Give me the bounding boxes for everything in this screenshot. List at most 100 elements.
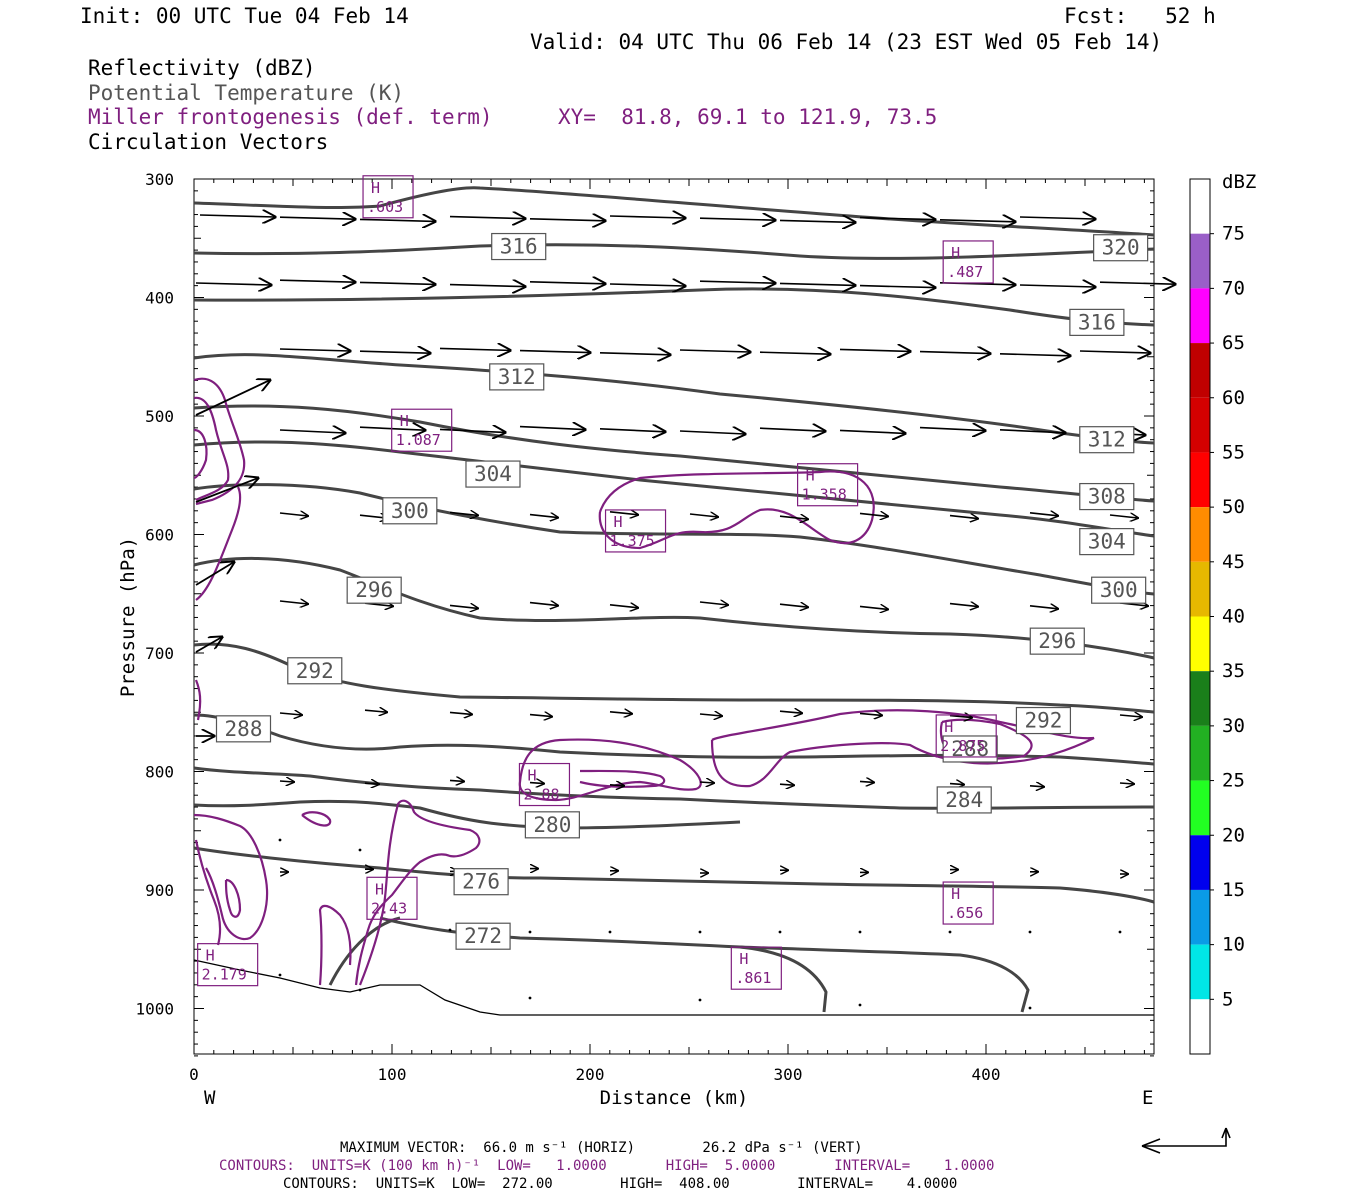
vector-arrow: [279, 513, 308, 516]
vector-arrow: [699, 602, 728, 605]
svg-text:292: 292: [1024, 709, 1062, 733]
vector-arrow: [679, 431, 745, 434]
colorbar-segment: [1190, 780, 1210, 836]
svg-text:312: 312: [1088, 428, 1126, 452]
svg-text:300: 300: [1100, 578, 1138, 602]
init-time: Init: 00 UTC Tue 04 Feb 14: [80, 4, 409, 28]
vector-arrow: [689, 514, 718, 517]
vector-arrow: [1029, 513, 1058, 516]
frontogenesis-max-label: H2.179: [197, 943, 259, 987]
footer-max-vector: MAXIMUM VECTOR: 66.0 m s⁻¹ (HORIZ) 26.2 …: [340, 1140, 863, 1156]
vector-arrow: [1119, 783, 1134, 784]
frontogenesis-max-label: H.656: [942, 881, 994, 925]
axis-ticks: [193, 178, 1154, 1057]
vector-arrow: [279, 781, 294, 782]
y-axis-label: Pressure (hPa): [117, 537, 139, 697]
theta-label: 276: [453, 868, 509, 896]
vector-arrow: [779, 516, 808, 519]
vector-arrow: [1109, 515, 1138, 518]
vector-arrow: [779, 711, 802, 713]
colorbar-segment: [1190, 452, 1210, 508]
legend-reflectivity: Reflectivity (dBZ): [88, 56, 316, 80]
vector-dot: [278, 838, 282, 842]
vector-arrow: [195, 478, 258, 503]
theta-label: 312: [489, 363, 545, 391]
svg-text:320: 320: [1102, 236, 1140, 260]
colorbar-label: 65: [1222, 332, 1245, 354]
svg-text:H: H: [951, 885, 960, 903]
frontogenesis-max-label: H2.88: [518, 762, 571, 807]
colorbar-label: 55: [1222, 441, 1245, 463]
vector-arrow: [1119, 715, 1142, 717]
vector-arrow: [364, 783, 379, 784]
svg-text:H: H: [806, 467, 815, 485]
colorbar-label: 45: [1222, 551, 1245, 573]
y-tick-label: 300: [145, 170, 174, 189]
theta-label: 292: [1015, 706, 1072, 735]
colorbar-segment: [1190, 288, 1210, 344]
vector-arrow: [1099, 282, 1175, 284]
svg-text:2.875: 2.875: [940, 737, 985, 755]
colorbar-label: 25: [1222, 770, 1245, 792]
svg-text:H: H: [375, 880, 384, 898]
colorbar-segment: [1190, 671, 1210, 726]
x-tick-label: 0: [189, 1065, 199, 1084]
vector-arrow: [359, 282, 435, 284]
frontogenesis-max-label: H2.875: [935, 714, 997, 758]
vector-arrow: [199, 215, 275, 217]
vector-arrow: [449, 217, 525, 219]
vector-arrow: [609, 216, 685, 218]
svg-text:H: H: [739, 950, 748, 968]
dbz-colorbar: [1189, 178, 1211, 1055]
vector-arrow: [699, 218, 775, 220]
vector-arrow: [939, 220, 1015, 222]
svg-text:H: H: [400, 412, 409, 430]
vector-dot: [698, 930, 702, 934]
svg-text:300: 300: [391, 499, 429, 523]
svg-text:312: 312: [498, 365, 536, 389]
vector-dot: [1028, 1006, 1032, 1010]
vector-arrow: [679, 350, 750, 352]
colorbar-segment: [1190, 507, 1210, 562]
y-tick-label: 1000: [135, 1000, 174, 1019]
vector-arrow: [919, 352, 990, 354]
svg-text:272: 272: [464, 924, 502, 948]
vector-arrow: [609, 284, 685, 286]
vector-arrow: [439, 429, 505, 432]
colorbar-segment: [1190, 561, 1210, 617]
theta-label: 280: [524, 811, 580, 839]
theta-label: 316: [1069, 308, 1125, 336]
colorbar-segment: [1190, 179, 1210, 234]
x-tick-labels: 0 100 200 300 400: [189, 1065, 1000, 1084]
vector-arrow: [599, 353, 670, 355]
vector-arrow: [699, 281, 775, 283]
reference-vector: [1141, 1127, 1231, 1154]
east-label: E: [1142, 1087, 1153, 1109]
theta-label: 312: [1079, 426, 1135, 454]
vector-arrow: [999, 430, 1065, 433]
vector-dot: [778, 930, 782, 934]
vector-arrow: [759, 428, 825, 431]
svg-text:280: 280: [533, 813, 571, 837]
svg-text:316: 316: [1078, 310, 1116, 334]
vector-arrow: [779, 220, 855, 222]
vector-arrow: [949, 784, 964, 785]
svg-text:H: H: [614, 513, 623, 531]
vector-arrow: [779, 604, 808, 607]
svg-text:H: H: [527, 767, 536, 785]
frontogenesis-max-labels: H.603H.487H1.087H1.358H1.375H2.875H2.88H…: [197, 175, 997, 990]
vector-arrow: [779, 283, 855, 285]
vector-arrow: [839, 349, 910, 351]
vector-dot: [528, 996, 532, 1000]
theta-label: 296: [1029, 627, 1085, 655]
vector-arrow: [449, 512, 478, 515]
vector-arrow: [519, 351, 590, 353]
frontogenesis-max-label: H1.358: [796, 463, 859, 507]
vector-arrow: [1019, 217, 1095, 219]
vector-arrow: [449, 780, 464, 781]
vector-arrow: [529, 515, 558, 518]
svg-text:296: 296: [1038, 629, 1076, 653]
vector-dot: [858, 1003, 862, 1007]
legend-frontogenesis: Miller frontogenesis (def. term): [88, 105, 493, 129]
west-label: W: [204, 1087, 216, 1109]
